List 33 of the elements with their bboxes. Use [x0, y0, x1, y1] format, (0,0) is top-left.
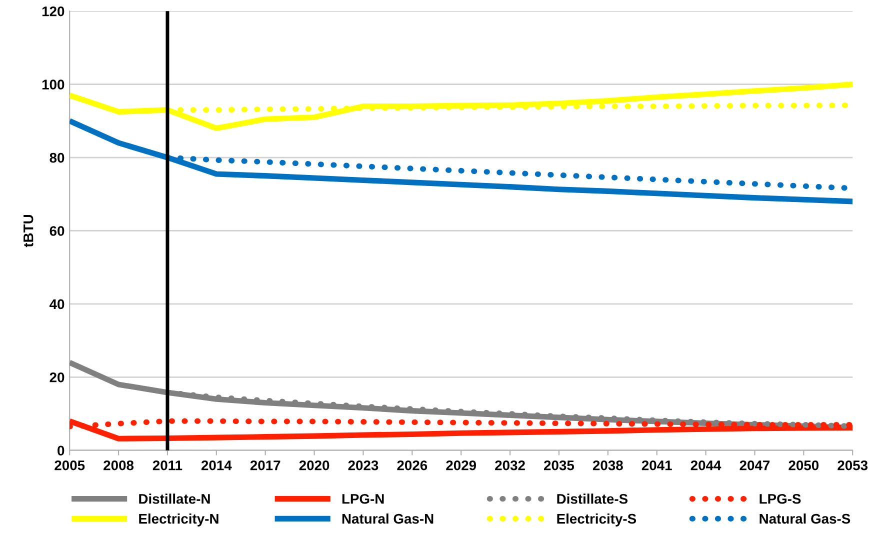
legend-label: LPG-N — [342, 494, 384, 504]
x-tick-label: 2029 — [446, 460, 476, 470]
x-tick-label: 2038 — [592, 460, 623, 470]
legend-label: LPG-S — [760, 494, 801, 504]
y-tick-label: 80 — [50, 152, 64, 163]
y-tick-label: 120 — [42, 6, 64, 16]
x-tick-label: 2023 — [348, 460, 378, 470]
legend-label: Natural Gas-S — [760, 514, 850, 524]
x-tick-label: 2032 — [495, 460, 525, 470]
x-tick-label: 2014 — [201, 460, 232, 470]
legend-label: Distillate-S — [557, 494, 628, 504]
y-tick-label: 20 — [50, 372, 64, 382]
x-tick-label: 2035 — [544, 460, 574, 470]
legend-label: Natural Gas-N — [342, 514, 434, 524]
x-tick-label: 2050 — [788, 460, 819, 470]
x-tick-label: 2005 — [54, 460, 85, 470]
x-tick-label: 2044 — [690, 460, 722, 470]
y-tick-label: 0 — [58, 446, 64, 456]
x-tick-label: 2020 — [299, 460, 330, 470]
legend-label: Electricity-S — [557, 514, 636, 526]
legend-label: Distillate-N — [139, 494, 210, 504]
x-tick-label: 2053 — [838, 460, 868, 470]
y-tick-label: 40 — [50, 299, 64, 310]
x-tick-label: 2011 — [152, 460, 182, 470]
legend-label: Electricity-N — [139, 514, 218, 526]
x-tick-label: 2041 — [642, 460, 672, 470]
y-tick-label: 100 — [42, 80, 64, 90]
y-tick-label: 60 — [50, 226, 64, 236]
y-axis-title: tBTU — [24, 215, 34, 248]
x-tick-label: 2017 — [250, 460, 280, 470]
x-tick-label: 2008 — [104, 460, 134, 470]
x-tick-label: 2047 — [740, 460, 770, 470]
x-tick-label: 2026 — [397, 460, 428, 470]
